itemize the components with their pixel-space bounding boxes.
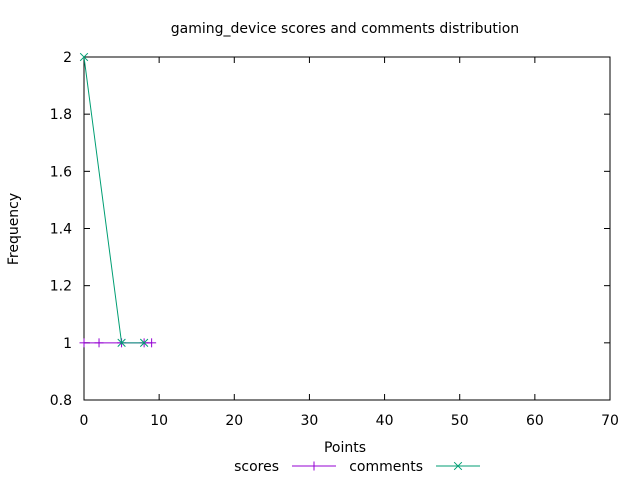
series-point-comments	[139, 338, 149, 348]
plot-frame	[83, 56, 611, 401]
x-tick-label: 60	[526, 413, 544, 429]
legend-swatch-marker	[309, 461, 319, 471]
y-tick-label: 1.8	[50, 107, 72, 123]
x-tick-label: 70	[601, 413, 619, 429]
chart-title: gaming_device scores and comments distri…	[171, 21, 519, 37]
series-point-scores	[94, 338, 104, 348]
plot-area: 0 10 20 30 40 50 60 70 0.8 1 1.2 1.4 1.6 1.8 2	[50, 50, 619, 429]
x-axis-label: Points	[324, 440, 366, 456]
legend: scores comments	[234, 459, 480, 475]
x-tick-label: 50	[451, 413, 469, 429]
legend-entry-scores: scores	[234, 459, 336, 475]
legend-entry-comments: comments	[349, 459, 480, 475]
x-tick-label: 40	[376, 413, 394, 429]
y-axis-label: Frequency	[6, 193, 22, 265]
legend-label: comments	[349, 459, 423, 475]
y-tick-label: 2	[63, 50, 72, 66]
y-tick-label: 1.4	[50, 222, 72, 238]
x-tick-label: 0	[80, 413, 89, 429]
y-tick-label: 0.8	[50, 393, 72, 409]
legend-label: scores	[234, 459, 279, 475]
y-tick-label: 1.2	[50, 279, 72, 295]
series-point-comments	[79, 52, 89, 62]
x-tick-label: 10	[150, 413, 168, 429]
x-tick-label: 30	[301, 413, 319, 429]
series-line-comments	[83, 56, 145, 344]
y-tick-label: 1.6	[50, 164, 72, 180]
y-tick-label: 1	[63, 336, 72, 352]
series-point-scores	[147, 338, 157, 348]
series-point-comments	[117, 338, 126, 348]
series-point-scores	[79, 338, 89, 348]
x-tick-label: 20	[225, 413, 243, 429]
legend-swatch-marker	[453, 461, 463, 471]
